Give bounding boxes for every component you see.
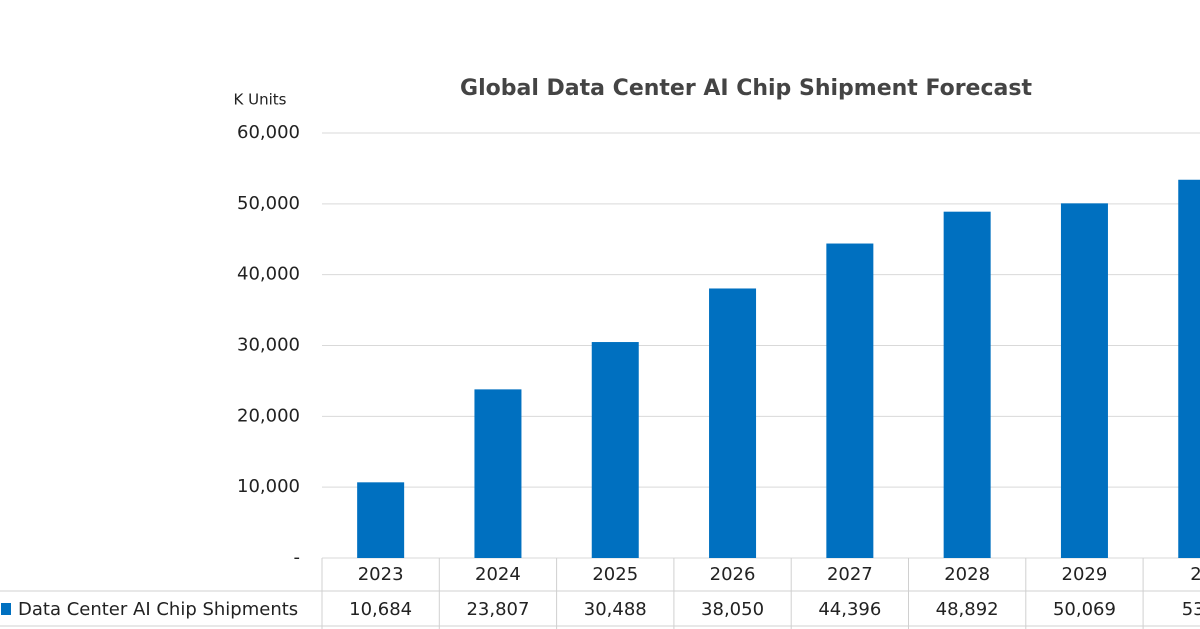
- bar: [709, 288, 757, 558]
- bar: [1060, 203, 1108, 558]
- legend-label: Data Center AI Chip Shipments: [18, 599, 298, 620]
- bar: [591, 342, 639, 558]
- data-label: 38,050: [701, 599, 764, 620]
- data-label: 48,892: [936, 599, 999, 620]
- data-label: 23,807: [466, 599, 529, 620]
- chart-title: Global Data Center AI Chip Shipment Fore…: [460, 76, 1032, 101]
- x-tick-label: 2024: [475, 564, 521, 585]
- y-tick-label: -: [294, 547, 301, 568]
- x-tick-label: 2023: [358, 564, 404, 585]
- x-tick-label: 20: [1190, 564, 1200, 585]
- x-tick-label: 2026: [710, 564, 756, 585]
- bar: [826, 243, 874, 559]
- x-tick-label: 2027: [827, 564, 873, 585]
- y-tick-label: 10,000: [237, 476, 300, 497]
- data-label: 53,4: [1182, 599, 1200, 620]
- y-tick-label: 20,000: [237, 405, 300, 426]
- bar: [943, 211, 991, 558]
- legend-swatch: [1, 603, 11, 615]
- bar: [1178, 179, 1200, 558]
- x-tick-label: 2025: [592, 564, 638, 585]
- data-label: 10,684: [349, 599, 412, 620]
- bar: [357, 482, 405, 558]
- y-tick-label: 40,000: [237, 264, 300, 285]
- y-axis-label: K Units: [234, 91, 287, 109]
- bar: [474, 389, 522, 558]
- y-tick-label: 50,000: [237, 193, 300, 214]
- data-label: 44,396: [818, 599, 881, 620]
- x-tick-label: 2029: [1062, 564, 1108, 585]
- data-label: 30,488: [584, 599, 647, 620]
- y-tick-label: 30,000: [237, 335, 300, 356]
- x-tick-label: 2028: [944, 564, 990, 585]
- y-tick-label: 60,000: [237, 122, 300, 143]
- data-label: 50,069: [1053, 599, 1116, 620]
